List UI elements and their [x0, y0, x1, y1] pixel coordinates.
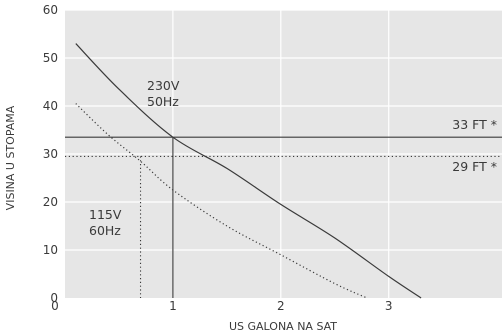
series-line-2	[75, 103, 368, 299]
series-label-1-line-1: 230V	[147, 78, 180, 93]
y-tick-label-60: 60	[43, 3, 58, 17]
y-tick-label-40: 40	[43, 99, 58, 113]
y-tick-label-10: 10	[43, 243, 58, 257]
x-tick-label-2: 2	[277, 299, 285, 313]
x-tick-label-1: 1	[169, 299, 177, 313]
series-label-1-line-2: 50Hz	[147, 94, 179, 109]
x-tick-label-3: 3	[385, 299, 393, 313]
series-curves	[75, 43, 422, 299]
y-axis-ticks: 0 10 20 30 40 50 60	[43, 3, 58, 305]
drop-lines	[139, 137, 174, 298]
reference-label-1: 33 FT *	[452, 117, 497, 132]
reference-label-2: 29 FT *	[452, 159, 497, 174]
y-tick-label-30: 30	[43, 147, 58, 161]
series-label-2-line-2: 60Hz	[89, 223, 121, 238]
reference-lines	[65, 136, 502, 157]
series-label-2-line-1: 115V	[89, 207, 122, 222]
y-axis-title: VISINA U STOPAMA	[4, 105, 17, 210]
y-tick-label-20: 20	[43, 195, 58, 209]
x-axis-title: US GALONA NA SAT	[229, 320, 337, 333]
series-line-1	[75, 43, 422, 299]
y-tick-label-50: 50	[43, 51, 58, 65]
y-tick-label-0: 0	[50, 291, 58, 305]
x-tick-label-0: 0	[51, 299, 59, 313]
x-axis-ticks: 0 1 2 3	[51, 299, 392, 313]
